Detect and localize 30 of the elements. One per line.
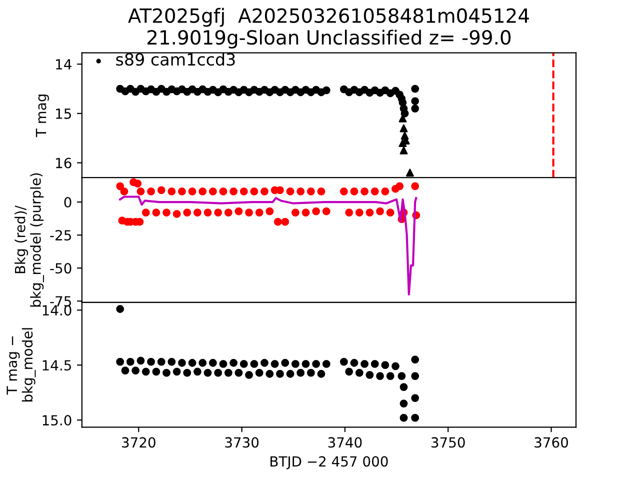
y-tick-label: -50 <box>50 263 72 274</box>
point <box>406 168 414 177</box>
y-tick-label: 15.0 <box>42 415 72 426</box>
x-tick-label: 3740 <box>328 437 362 448</box>
line-series <box>119 196 418 296</box>
point <box>400 146 408 154</box>
point <box>400 110 409 118</box>
point <box>400 124 408 132</box>
x-tick-label: 3730 <box>225 437 259 448</box>
y-axis-title: Bkg (red)/ bkg_model (purple) <box>14 173 44 307</box>
legend-label: s89 cam1ccd3 <box>116 52 235 66</box>
y-tick-label: -75 <box>50 296 71 307</box>
point <box>411 97 420 106</box>
y-tick-label: 14 <box>56 59 72 70</box>
point <box>411 84 420 93</box>
y-axis-title: T mag − bkg_model <box>6 328 36 402</box>
y-tick-label: 14.0 <box>42 305 72 316</box>
point <box>322 86 330 94</box>
x-axis-title: BTJD −2 457 000 <box>270 456 388 470</box>
y-tick-label: 0 <box>64 197 72 208</box>
y-tick-label: 15 <box>56 108 71 119</box>
x-tick-label: 3720 <box>122 437 156 448</box>
y-axis-title: T mag <box>36 94 49 138</box>
x-tick-label: 3750 <box>431 437 465 448</box>
y-tick-label: 16 <box>56 158 72 168</box>
x-tick-label: 3760 <box>534 437 568 448</box>
y-tick-label: -25 <box>50 230 71 241</box>
point <box>411 104 420 112</box>
y-tick-label: 14.5 <box>42 360 71 371</box>
chart-title: AT2025gfj A202503261058481m045124 21.9019g-Sloan Unclassified z= -99.0 <box>128 8 529 49</box>
